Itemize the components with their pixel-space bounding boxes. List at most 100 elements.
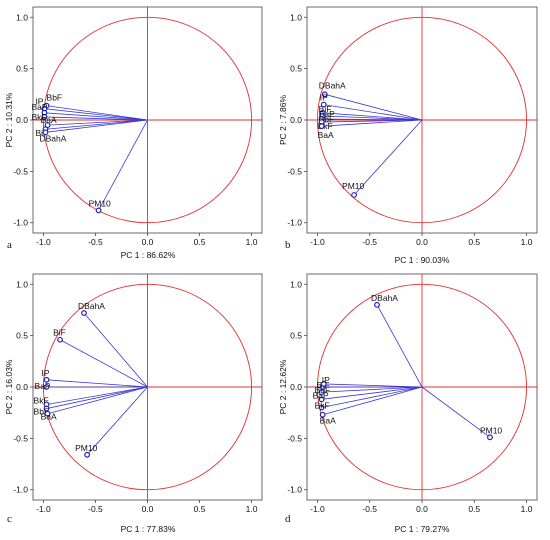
loading-vector [321,119,423,123]
loading-vector [376,304,423,388]
panel-letter: b [285,239,291,251]
loading-label: PM10 [75,443,97,453]
y-axis-title: PC 2 : 16.03% [4,359,14,414]
loading-label: BaP [35,381,51,391]
loading-label: IP [42,368,50,378]
loading-point [318,389,325,396]
loading-point [41,114,48,120]
y-tick-label: 1.0 [16,279,28,289]
panel-letter: a [7,239,12,251]
y-tick-label: 0.5 [16,64,28,74]
y-tick-label: 1.0 [16,12,28,22]
y-tick-label: -0.5 [287,166,302,176]
loading-vector [44,112,148,121]
y-axis-title: PC 2 : 12.62% [278,359,288,414]
y-axis-title: PC 2 : 7.86% [278,95,288,146]
loading-vector [83,312,148,388]
x-tick-label: -0.5 [88,237,103,247]
y-tick-label: 0.0 [16,115,28,125]
x-axis-title: PC 1 : 90.03% [395,255,450,265]
loading-label: BkF [31,112,46,122]
loading-vector [59,339,148,388]
loading-vector [98,119,148,211]
loading-vector [86,386,148,456]
loading-label: PM10 [89,198,111,208]
x-tick-label: -0.5 [362,504,377,514]
loading-label: BaP [31,102,47,112]
panel-letter: d [285,513,291,525]
y-tick-label: 0.5 [290,64,302,74]
y-tick-label: -1.0 [287,485,302,495]
loading-vector [46,386,148,409]
loading-label: BiF [35,128,48,138]
x-axis-title: PC 1 : 77.83% [121,524,176,534]
loading-vector [421,386,491,438]
loading-label: BaA [318,130,334,140]
x-tick-label: -1.0 [310,237,325,247]
loading-label: BbF [47,93,63,103]
loading-vector [353,119,423,196]
loading-point [320,381,327,387]
y-axis-title: PC 2 : 10.31% [4,92,14,147]
y-tick-label: -0.5 [287,433,302,443]
loading-label: DBahA [319,80,346,90]
x-tick-label: 0.5 [194,237,206,247]
y-tick-label: -0.5 [13,166,28,176]
x-tick-label: 1.0 [521,504,533,514]
loading-point [57,336,63,343]
loading-label: IP [35,97,43,107]
loading-label: BiF [53,328,66,338]
panel-d: -1.0 -0.5 0.0 0.5 1.0 1.0 0.5 0.0 -0.5 -1.0 PC 1 :… [278,273,538,534]
loading-vector [321,386,423,393]
loading-point [374,301,380,308]
y-tick-label: 0.0 [290,382,302,392]
loading-label: DBahA [371,293,398,303]
loading-label: BkF [34,395,49,405]
loading-label: DBahA [78,301,105,311]
x-tick-label: -1.0 [310,504,325,514]
x-tick-label: 0.0 [416,237,428,247]
panel-a: -1.0 -0.5 0.0 0.5 1.0 1.0 0.5 0.0 -0.5 -1.0 PC 1 :… [4,6,263,260]
loading-vector [322,112,423,121]
loading-point [43,405,50,412]
loading-point [44,410,51,417]
loading-vector [45,119,148,133]
loading-label: BaP [313,390,329,400]
loading-point [351,192,357,198]
loading-vector [321,386,423,408]
loading-point [318,396,325,403]
y-tick-label: 1.0 [290,279,302,289]
y-tick-label: 0.5 [16,331,28,341]
loading-vector [323,383,423,388]
x-tick-label: 0.5 [468,237,480,247]
loading-label: BiF [319,104,332,114]
loading-label: BaA [41,412,57,422]
y-tick-label: 0.5 [290,331,302,341]
loading-point [318,404,325,411]
x-axis-title: PC 1 : 86.62% [121,250,176,260]
loading-label: IP [320,93,328,103]
loading-point [320,101,327,108]
x-tick-label: 1.0 [521,237,533,247]
loading-point [81,310,87,316]
loading-vector [47,386,148,415]
x-tick-label: 0.0 [142,237,154,247]
x-tick-label: -0.5 [88,504,103,514]
x-tick-label: -1.0 [36,237,51,247]
loading-vector [46,105,148,121]
loading-point [487,434,493,441]
loading-vector [322,386,423,416]
loading-label: DBahA [39,133,66,143]
y-tick-label: -1.0 [13,485,28,495]
loading-label: PM10 [342,181,364,191]
loading-vector [321,119,423,127]
x-tick-label: 1.0 [246,504,258,514]
loading-point [43,384,50,390]
loading-vector [44,108,148,121]
loading-label: BaP [319,109,335,119]
x-tick-label: 0.0 [416,504,428,514]
loading-vector [45,119,148,130]
loading-vector [324,93,423,121]
y-tick-label: -1.0 [287,218,302,228]
